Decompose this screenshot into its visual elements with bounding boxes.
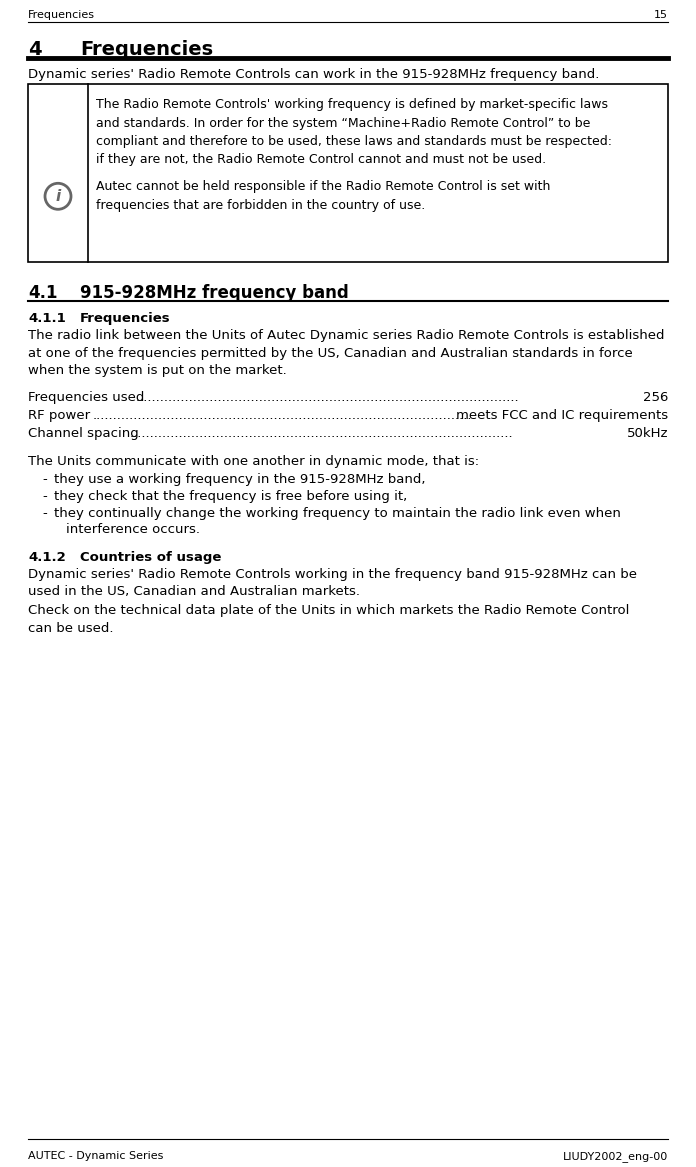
Text: interference occurs.: interference occurs. bbox=[66, 523, 200, 536]
Text: The radio link between the Units of Autec Dynamic series Radio Remote Controls i: The radio link between the Units of Aute… bbox=[28, 329, 665, 377]
Text: -: - bbox=[42, 473, 47, 485]
Text: 15: 15 bbox=[654, 11, 668, 20]
Text: RF power: RF power bbox=[28, 408, 99, 422]
Text: they continually change the working frequency to maintain the radio link even wh: they continually change the working freq… bbox=[54, 506, 621, 520]
Text: 256: 256 bbox=[642, 391, 668, 404]
Text: Frequencies: Frequencies bbox=[80, 40, 213, 60]
Text: Channel spacing: Channel spacing bbox=[28, 427, 143, 440]
Text: -: - bbox=[42, 506, 47, 520]
Bar bbox=[28, 84, 668, 263]
Text: 915-928MHz frequency band: 915-928MHz frequency band bbox=[80, 284, 349, 302]
Text: ................................................................................: ........................................… bbox=[93, 408, 477, 422]
Text: Frequencies used: Frequencies used bbox=[28, 391, 153, 404]
Text: 4.1.1: 4.1.1 bbox=[28, 312, 65, 324]
Text: 4.1.2: 4.1.2 bbox=[28, 551, 65, 564]
Text: meets FCC and IC requirements: meets FCC and IC requirements bbox=[456, 408, 668, 422]
Text: Frequencies: Frequencies bbox=[80, 312, 171, 324]
Text: Countries of usage: Countries of usage bbox=[80, 551, 221, 564]
Text: ................................................................................: ........................................… bbox=[136, 391, 520, 404]
Text: Dynamic series' Radio Remote Controls can work in the 915-928MHz frequency band.: Dynamic series' Radio Remote Controls ca… bbox=[28, 68, 599, 81]
Text: 4: 4 bbox=[28, 40, 42, 60]
Text: 4.1: 4.1 bbox=[28, 284, 58, 302]
Text: The Radio Remote Controls' working frequency is defined by market-specific laws
: The Radio Remote Controls' working frequ… bbox=[96, 98, 612, 167]
Text: Dynamic series' Radio Remote Controls working in the frequency band 915-928MHz c: Dynamic series' Radio Remote Controls wo… bbox=[28, 568, 637, 599]
Text: Check on the technical data plate of the Units in which markets the Radio Remote: Check on the technical data plate of the… bbox=[28, 605, 629, 635]
Text: AUTEC - Dynamic Series: AUTEC - Dynamic Series bbox=[28, 1151, 164, 1161]
Text: Autec cannot be held responsible if the Radio Remote Control is set with
frequen: Autec cannot be held responsible if the … bbox=[96, 180, 551, 211]
Text: 50kHz: 50kHz bbox=[626, 427, 668, 440]
Text: Frequencies: Frequencies bbox=[28, 11, 95, 20]
Text: they use a working frequency in the 915-928MHz band,: they use a working frequency in the 915-… bbox=[54, 473, 425, 485]
Text: LIUDY2002_eng-00: LIUDY2002_eng-00 bbox=[563, 1151, 668, 1162]
Text: they check that the frequency is free before using it,: they check that the frequency is free be… bbox=[54, 490, 407, 503]
Text: i: i bbox=[56, 189, 61, 204]
Text: The Units communicate with one another in dynamic mode, that is:: The Units communicate with one another i… bbox=[28, 455, 479, 468]
Text: -: - bbox=[42, 490, 47, 503]
Text: ................................................................................: ........................................… bbox=[130, 427, 514, 440]
